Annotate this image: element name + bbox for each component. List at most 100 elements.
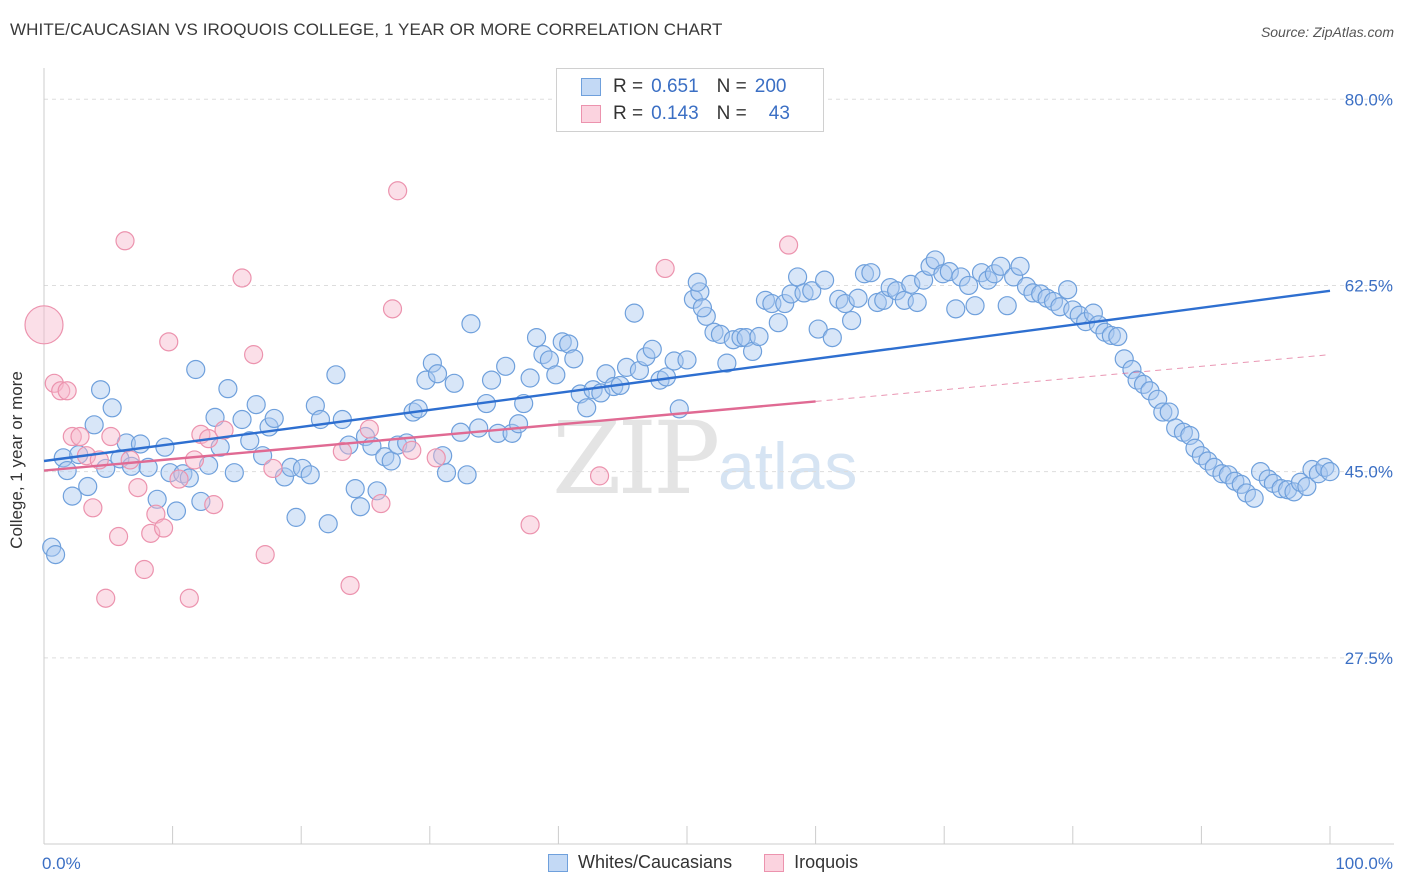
iroquois-point [179,588,199,608]
iroquois-point [340,575,360,596]
white-point [186,359,206,380]
iroquois-point [128,477,148,498]
iroquois-point [402,440,422,460]
white-point [787,267,808,287]
iroquois-point [153,518,174,538]
white-point [457,465,477,485]
white-point [436,463,457,483]
white-point [350,497,370,517]
legend-row-whites: R = 0.651 N = 200 [581,75,786,99]
white-point [854,264,875,284]
white-point [848,288,868,308]
white-point [147,489,167,509]
white-point [292,458,313,479]
white-point [692,298,713,318]
legend-r-value: 0.651 [651,76,699,97]
white-point [102,398,122,418]
white-point [84,415,104,435]
iroquois-point [589,466,610,486]
white-point [802,281,822,301]
iroquois-point [382,299,403,319]
white-point [1010,256,1030,276]
white-point [564,349,584,369]
white-point [842,310,862,331]
white-point [991,256,1011,276]
white-point [861,263,881,283]
x-tick-label: 0.0% [42,854,81,873]
iroquois-point [134,559,154,580]
y-tick-label: 45.0% [1345,463,1393,482]
iroquois-point [204,495,224,515]
white-point [179,468,199,488]
white-point [1004,267,1024,287]
white-point [749,326,769,347]
white-point [367,481,387,501]
white-point [264,408,284,429]
white-point [45,545,66,565]
white-point [1058,280,1078,300]
legend-n-label: N = [716,76,747,97]
white-point [1122,359,1142,380]
legend-r-label: R = [613,76,644,97]
iroquois-point [426,448,446,468]
white-point [444,373,464,393]
watermark-zip: ZIP [552,400,720,517]
white-point [642,339,662,359]
white-point [508,414,529,434]
white-point [345,479,365,499]
iroquois-point [520,515,540,535]
white-point [526,327,547,348]
iroquois-trend-extension [815,354,1331,402]
white-point [636,347,656,367]
white-point [815,270,835,290]
y-axis-label: College, 1 year or more [7,371,26,549]
iroquois-point [115,231,135,251]
iroquois-point [244,345,264,365]
white-point [381,451,401,471]
chart-title: WHITE/CAUCASIAN VS IROQUOIS COLLEGE, 1 Y… [10,20,723,39]
white-point [232,409,252,430]
white-point [416,370,436,390]
iroquois-point [778,235,799,255]
legend-n-value: 200 [754,76,787,97]
white-point [775,293,795,314]
white-point [1180,425,1200,446]
white-point [1101,325,1121,346]
x-tick-label: 100.0% [1335,854,1393,873]
iroquois-point [57,381,77,401]
iroquois-point [655,258,675,279]
white-point [300,465,320,485]
white-trend-line [43,289,1331,463]
white-point [57,460,77,481]
iroquois-point [169,469,189,489]
iroquois-point [101,426,121,447]
bottom-legend-whites: Whites/Caucasians [548,852,732,873]
white-point [822,327,842,348]
white-point [90,380,111,400]
white-point [546,365,566,385]
white-point [318,514,338,534]
bottom-legend-swatch-blue [548,853,568,872]
white-point [130,434,151,454]
white-point [959,275,979,296]
y-tick-label: 27.5% [1345,649,1393,668]
legend-swatch-pink [581,105,601,123]
white-point [408,399,428,419]
white-point [1108,326,1128,347]
bottom-legend: Whites/Caucasians Iroquois [548,852,890,873]
white-point [218,379,238,399]
iroquois-point [51,381,71,401]
white-point [965,296,985,316]
white-point [901,274,921,294]
white-point [1148,389,1168,409]
iroquois-trend-line [43,400,816,472]
white-point [224,463,244,483]
watermark-atlas: atlas [718,429,858,503]
white-point [907,292,927,313]
white-point [422,353,442,373]
white-point [559,334,579,354]
y-tick-label: 80.0% [1345,90,1393,109]
iroquois-point [263,458,283,479]
iroquois-point [108,526,129,547]
iroquois-point [214,420,234,440]
